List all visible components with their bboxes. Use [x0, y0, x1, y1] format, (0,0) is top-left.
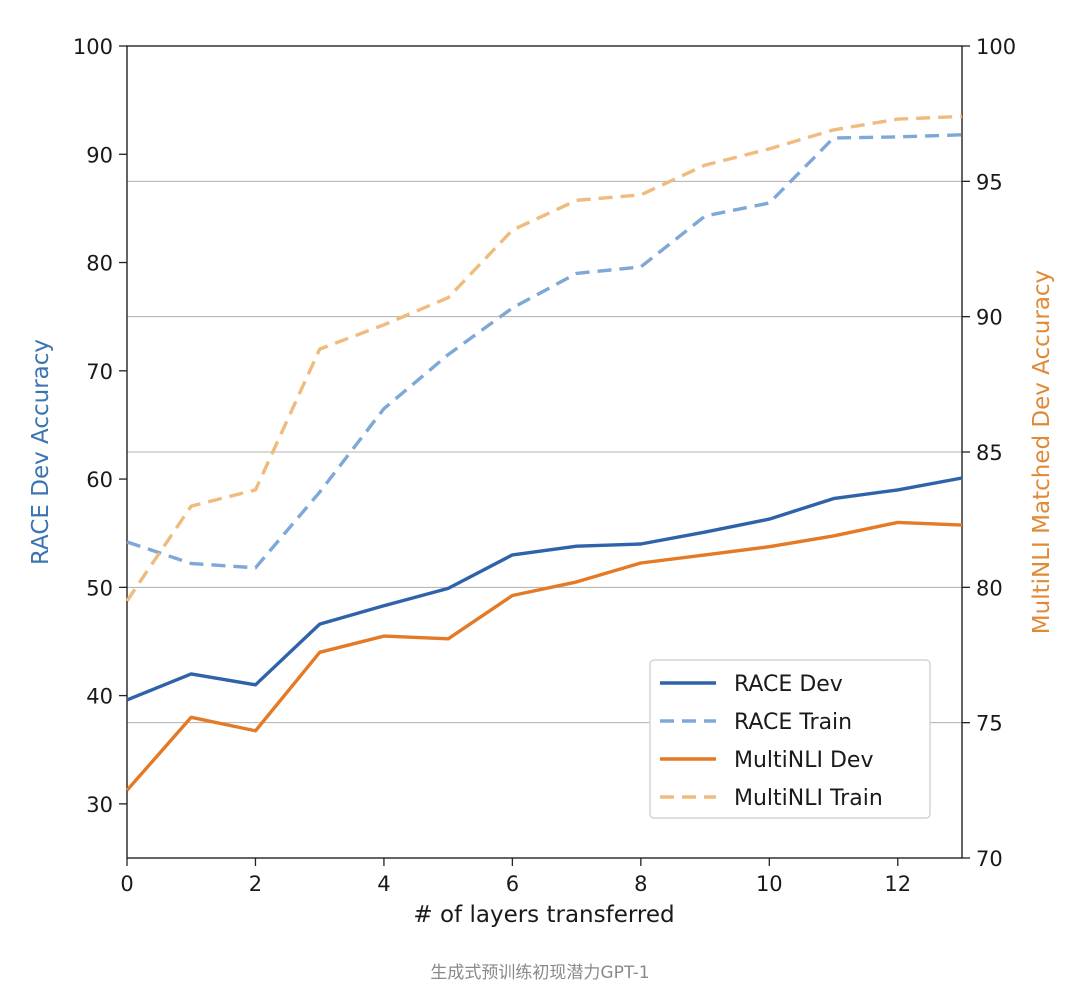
right-tick-label-90: 90 [976, 306, 1003, 330]
x-tick-label-12: 12 [884, 872, 911, 896]
left-tick-label-40: 40 [86, 685, 113, 709]
series-line-race-dev [126, 476, 963, 702]
legend-label-multinli-dev: MultiNLI Dev [734, 748, 873, 773]
left-tick-label-70: 70 [86, 360, 113, 384]
left-tick-label-30: 30 [86, 793, 113, 817]
left-tick-label-80: 80 [86, 252, 113, 276]
legend-label-multinli-train: MultiNLI Train [734, 786, 883, 811]
legend-label-race-dev: RACE Dev [734, 672, 843, 697]
left-tick-label-90: 90 [86, 143, 113, 167]
right-tick-label-75: 75 [976, 712, 1003, 736]
right-tick-label-100: 100 [976, 35, 1016, 59]
series-line-race-train [126, 133, 963, 570]
series-line-multinli-train [125, 114, 963, 602]
x-tick-label-6: 6 [506, 872, 519, 896]
x-tick-label-0: 0 [120, 872, 133, 896]
x-tick-label-2: 2 [249, 872, 262, 896]
x-tick-label-4: 4 [377, 872, 390, 896]
right-tick-label-80: 80 [976, 576, 1003, 600]
legend: RACE Dev RACE Train MultiNLI Dev MultiNLI T… [649, 659, 931, 819]
x-tick-label-10: 10 [756, 872, 783, 896]
right-tick-label-95: 95 [976, 170, 1003, 194]
right-tick-label-85: 85 [976, 441, 1003, 465]
left-tick-label-100: 100 [73, 35, 113, 59]
right-axis-label: MultiNLI Matched Dev Accuracy [1029, 270, 1055, 634]
left-tick-label-60: 60 [86, 468, 113, 492]
legend-label-race-train: RACE Train [734, 710, 852, 735]
axis-ticks: 0 2 4 6 8 10 12 30 40 50 60 70 80 90 100 70 75 80 85 90 95 10… [73, 35, 1016, 896]
legend-box [649, 659, 931, 819]
series-lines [125, 114, 963, 792]
figure-caption: 生成式预训练初现潜力GPT-1 [430, 963, 650, 983]
left-tick-label-50: 50 [86, 576, 113, 600]
x-tick-label-8: 8 [634, 872, 647, 896]
right-axis-gridlines [127, 180, 962, 724]
chart: 0 2 4 6 8 10 12 30 40 50 60 70 80 90 100 70 75 80 85 90 95 10… [28, 35, 1055, 928]
series-line-multinli-dev [125, 520, 963, 792]
left-axis-label: RACE Dev Accuracy [28, 339, 54, 565]
x-axis-label: # of layers transferred [413, 902, 674, 928]
right-tick-label-70: 70 [976, 847, 1003, 871]
